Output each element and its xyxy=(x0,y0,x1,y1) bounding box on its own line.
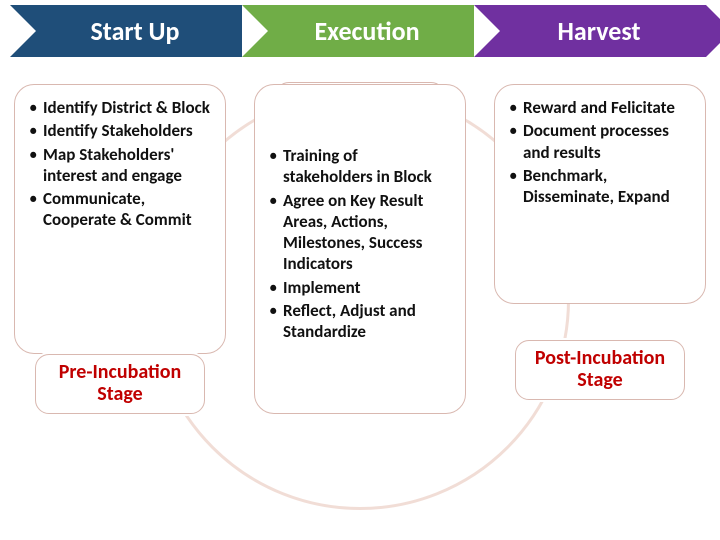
list-item: Identify Stakeholders xyxy=(29,120,211,141)
list-item: Reward and Felicitate xyxy=(509,97,691,118)
box-execution: Training of stakeholders in Block Agree … xyxy=(254,84,466,414)
stage-label-line2: Stage xyxy=(54,383,186,405)
list-item: Document processes and results xyxy=(509,120,691,163)
header-arrow-harvest: Harvest xyxy=(474,5,706,57)
header-arrow-startup: Start Up xyxy=(10,5,242,57)
bullets-execution: Training of stakeholders in Block Agree … xyxy=(269,145,451,342)
column-harvest: Reward and Felicitate Document processes… xyxy=(480,72,720,532)
list-item: Implement xyxy=(269,277,451,298)
header-arrow-execution-label: Execution xyxy=(314,15,419,47)
stage-label-pre-incubation: Pre-Incubation Stage xyxy=(35,354,205,414)
diagram-root: Start Up Execution Harvest Identify Dist… xyxy=(0,0,720,540)
column-execution: Incubation Stage Training of stakeholder… xyxy=(240,72,480,532)
header-arrow-startup-label: Start Up xyxy=(91,15,180,47)
list-item: Map Stakeholders' interest and engage xyxy=(29,144,211,187)
list-item: Communicate, Cooperate & Commit xyxy=(29,188,211,231)
box-startup: Identify District & Block Identify Stake… xyxy=(14,84,226,354)
stage-label-post-incubation: Post-Incubation Stage xyxy=(515,340,685,400)
column-startup: Identify District & Block Identify Stake… xyxy=(0,72,240,532)
bullets-startup: Identify District & Block Identify Stake… xyxy=(29,97,211,231)
bullets-harvest: Reward and Felicitate Document processes… xyxy=(509,97,691,207)
box-harvest: Reward and Felicitate Document processes… xyxy=(494,84,706,304)
stage-label-line2: Stage xyxy=(534,369,666,391)
list-item: Agree on Key Result Areas, Actions, Mile… xyxy=(269,190,451,275)
list-item: Identify District & Block xyxy=(29,97,211,118)
list-item: Reflect, Adjust and Standardize xyxy=(269,300,451,343)
stage-label-line1: Post-Incubation xyxy=(534,347,666,369)
header-arrow-execution: Execution xyxy=(242,5,474,57)
columns-container: Identify District & Block Identify Stake… xyxy=(0,72,720,532)
header-arrow-row: Start Up Execution Harvest xyxy=(10,5,710,57)
list-item: Training of stakeholders in Block xyxy=(269,145,451,188)
header-arrow-harvest-label: Harvest xyxy=(558,15,641,47)
stage-label-line1: Pre-Incubation xyxy=(54,361,186,383)
list-item: Benchmark, Disseminate, Expand xyxy=(509,165,691,208)
